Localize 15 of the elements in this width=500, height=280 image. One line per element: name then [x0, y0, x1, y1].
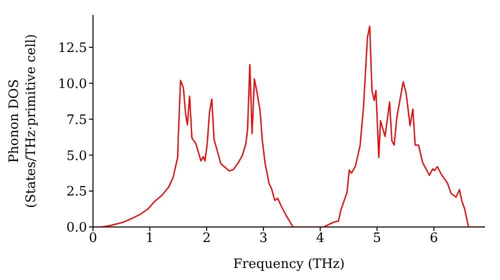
y-tick-label: 10.0: [58, 76, 87, 92]
x-tick-label: 2: [202, 231, 211, 246]
y-tick-label: 2.5: [66, 184, 87, 200]
x-tick-label: 0: [88, 231, 98, 246]
x-tick-label: 4: [316, 231, 324, 246]
x-axis-title: Frequency (THz): [233, 257, 345, 272]
x-tick-label: 1: [146, 231, 154, 246]
y-tick-label: 0.0: [66, 220, 87, 236]
x-tick-label: 3: [259, 231, 268, 246]
y-tick-label: 7.5: [66, 112, 87, 128]
y-tick-label: 12.5: [58, 40, 87, 56]
x-tick-label: 5: [372, 231, 382, 246]
y-tick-label: 5.0: [66, 148, 87, 164]
x-tick-label: 6: [430, 231, 438, 246]
y-axis-title: Phonon DOS (States/THz·primitive cell): [7, 34, 39, 208]
